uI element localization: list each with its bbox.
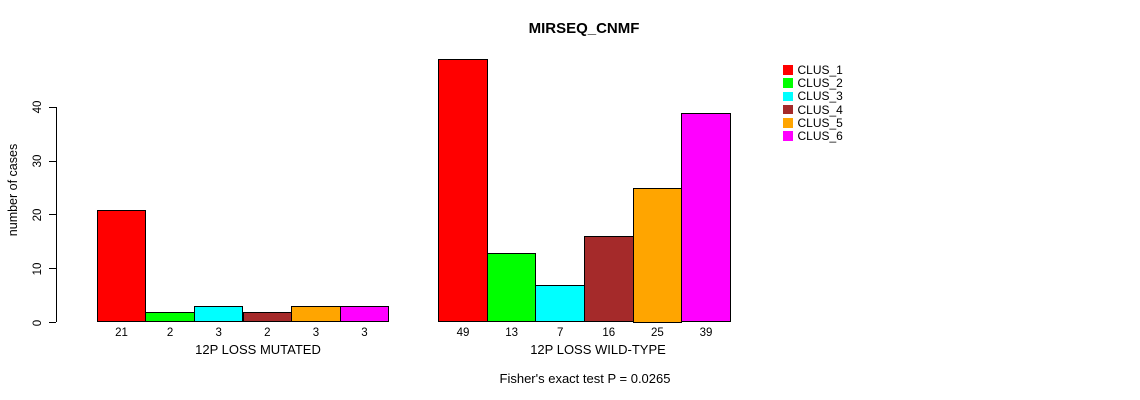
legend-item: CLUS_5 (783, 115, 843, 130)
y-axis-tick (49, 268, 56, 270)
category-label-wildtype: 12P LOSS WILD-TYPE (530, 341, 666, 357)
fisher-test-subtitle: Fisher's exact test P = 0.0265 (499, 371, 671, 386)
bar-clus_3-group1 (193, 306, 244, 323)
bar-value-label: 49 (456, 326, 470, 339)
bar-value-label: 2 (264, 326, 271, 339)
legend-item: CLUS_1 (783, 62, 843, 77)
bar-clus_1-group1 (96, 209, 147, 323)
y-axis-tick-label: 40 (32, 100, 44, 114)
bar-value-label: 13 (505, 326, 518, 339)
legend-swatch-icon (783, 91, 793, 102)
chart-title: MIRSEQ_CNMF (528, 20, 640, 37)
bar-clus_6-group1 (339, 306, 390, 323)
legend-label: CLUS_1 (797, 62, 843, 77)
y-axis-tick-label: 30 (32, 154, 44, 168)
bar-value-label: 7 (556, 326, 564, 339)
bar-clus_1-group2 (438, 58, 488, 323)
bar-clus_3-group2 (535, 284, 585, 323)
bar-value-label: 3 (312, 326, 320, 339)
bar-value-label: 25 (650, 326, 664, 339)
legend-label: CLUS_4 (797, 102, 843, 117)
legend-swatch-icon (783, 118, 793, 128)
bar-clus_2-group1 (145, 311, 195, 323)
y-axis-tick (49, 321, 56, 324)
legend-swatch-icon (783, 65, 793, 75)
legend: CLUS_1 CLUS_2 CLUS_3 CLUS_4 CLUS_5 CLUS_6 (783, 62, 843, 144)
y-axis-tick-label: 10 (32, 262, 44, 276)
legend-label: CLUS_3 (797, 89, 843, 104)
bar-value-label: 16 (602, 326, 616, 339)
bar-clus_2-group2 (486, 252, 537, 323)
legend-swatch-icon (783, 78, 793, 88)
bar-clus_4-group1 (242, 311, 293, 323)
legend-item: CLUS_6 (783, 129, 843, 144)
bar-value-label: 39 (699, 326, 713, 339)
legend-label: CLUS_6 (797, 129, 843, 144)
legend-swatch-icon (783, 104, 793, 115)
y-axis-tick (49, 160, 56, 162)
bar-clus_5-group1 (291, 306, 341, 323)
bar-value-label: 3 (361, 326, 368, 339)
bar-clus_4-group2 (584, 236, 634, 323)
y-axis-label: number of cases (6, 143, 20, 237)
bar-value-label: 21 (115, 326, 128, 339)
bar-value-label: 2 (166, 326, 174, 339)
bar-clus_6-group2 (681, 112, 731, 323)
y-axis-tick (49, 214, 56, 216)
legend-item: CLUS_3 (783, 89, 843, 104)
y-axis-line (56, 107, 58, 323)
legend-swatch-icon (783, 131, 793, 141)
bar-value-label: 3 (215, 326, 222, 339)
bar-clus_5-group2 (632, 188, 683, 323)
category-label-mutated: 12P LOSS MUTATED (195, 341, 321, 357)
y-axis-tick-label: 0 (32, 319, 44, 326)
legend-label: CLUS_5 (797, 115, 843, 130)
y-axis-tick (49, 106, 56, 108)
legend-label: CLUS_2 (797, 76, 843, 91)
legend-item: CLUS_2 (783, 76, 843, 91)
legend-item: CLUS_4 (783, 102, 843, 117)
y-axis-tick-label: 20 (32, 208, 44, 222)
